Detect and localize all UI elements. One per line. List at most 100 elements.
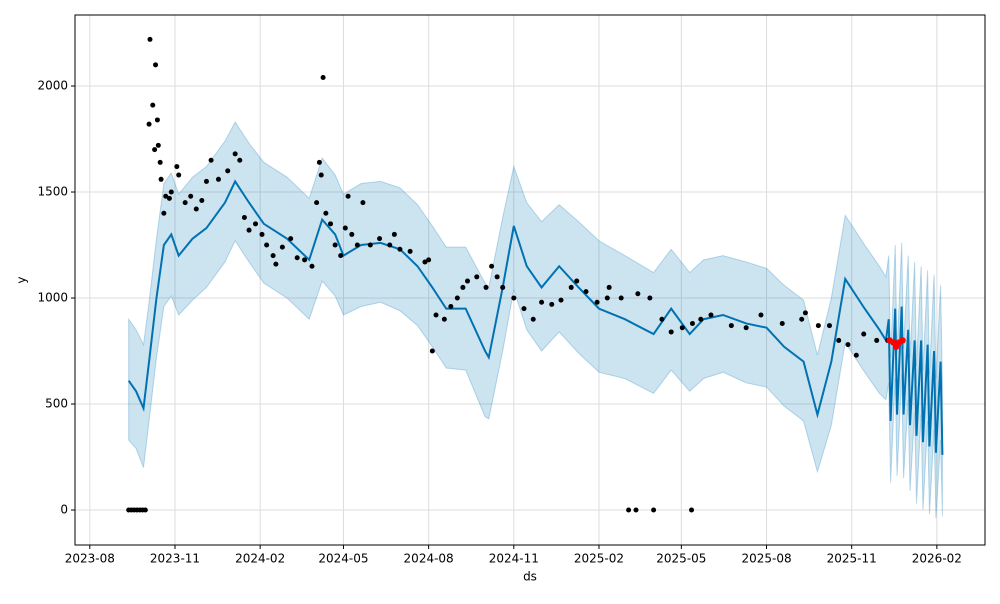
observed-point [332,242,338,248]
observed-point [354,242,360,248]
x-tick-label: 2025-08 [741,552,791,566]
observed-point [360,200,366,206]
observed-point [433,312,439,318]
x-tick-label: 2024-08 [404,552,454,566]
observed-point [758,312,764,318]
observed-point [323,210,329,216]
observed-point [150,102,156,108]
observed-point [259,231,265,237]
observed-point [182,200,188,206]
observed-point [659,316,665,322]
observed-point [153,62,159,68]
observed-point [320,75,326,81]
observed-point [338,253,344,259]
observed-point [246,227,252,233]
observed-point [836,337,842,343]
observed-point [163,193,169,199]
observed-point [651,507,657,513]
observed-point [583,289,589,295]
observed-point [779,320,785,326]
observed-point [568,284,574,290]
observed-point [342,225,348,231]
observed-point [454,295,460,301]
observed-point [626,507,632,513]
forecast-line [127,179,944,455]
observed-point [152,147,158,153]
observed-point [166,195,172,201]
observed-point [253,221,259,227]
observed-point [349,231,355,237]
observed-point [155,142,161,148]
observed-point [799,316,805,322]
y-tick-label: 2000 [37,79,68,93]
observed-point [618,295,624,301]
observed-point [309,263,315,269]
y-tick-label: 0 [60,503,68,517]
x-tick-label: 2024-02 [235,552,285,566]
x-axis-label: ds [523,570,537,584]
observed-point [845,342,851,348]
observed-point [237,157,243,163]
observed-point [225,168,231,174]
observed-point [679,325,685,331]
observed-point [279,244,285,250]
observed-point [199,198,205,203]
observed-point [511,295,517,301]
observed-point [147,36,153,42]
observed-point [441,316,447,322]
observed-point [728,323,734,329]
observed-point [397,246,403,252]
grid [75,15,985,545]
observed-point [574,278,580,284]
x-tick-label: 2025-11 [827,552,877,566]
observed-point [558,297,564,303]
x-tick-label: 2024-05 [318,552,368,566]
y-axis-label: y [15,276,29,283]
observed-point [158,176,164,182]
observed-point [294,255,300,261]
observed-point [387,242,393,248]
observed-point [815,323,821,329]
observed-point [635,291,641,297]
observed-point [314,200,320,206]
observed-point [689,320,695,326]
observed-point [500,284,506,290]
x-tick-label: 2026-02 [912,552,962,566]
observed-point [483,284,489,290]
observed-point [689,507,695,513]
observed-point [188,193,194,199]
observed-point [604,295,610,301]
observed-point [606,284,612,290]
plot-area [75,15,985,545]
observed-point [407,248,413,254]
observed-point [391,231,397,237]
observed-point [861,331,867,337]
observed-point [594,299,600,305]
observed-point [367,242,373,248]
y-tick-label: 500 [45,397,68,411]
observed-point [530,316,536,322]
holdout-point [899,337,906,344]
observed-point [448,304,454,309]
observed-point [203,178,209,184]
observed-point [743,325,749,331]
observed-point [521,306,527,312]
observed-point [826,323,832,329]
observed-point [318,172,324,178]
x-tick-label: 2023-11 [150,552,200,566]
observed-point [422,259,428,265]
observed-point [288,236,294,242]
observed-point [264,242,270,248]
observed-point [708,312,714,318]
observed-point [429,348,435,354]
observed-point [273,261,279,267]
observed-point [633,507,639,513]
observed-point [208,157,214,163]
observed-point [489,263,495,269]
observed-point [647,295,653,301]
y-tick-label: 1000 [37,291,68,305]
plot-frame [74,14,986,546]
observed-point [270,253,276,259]
observed-point [668,329,674,335]
